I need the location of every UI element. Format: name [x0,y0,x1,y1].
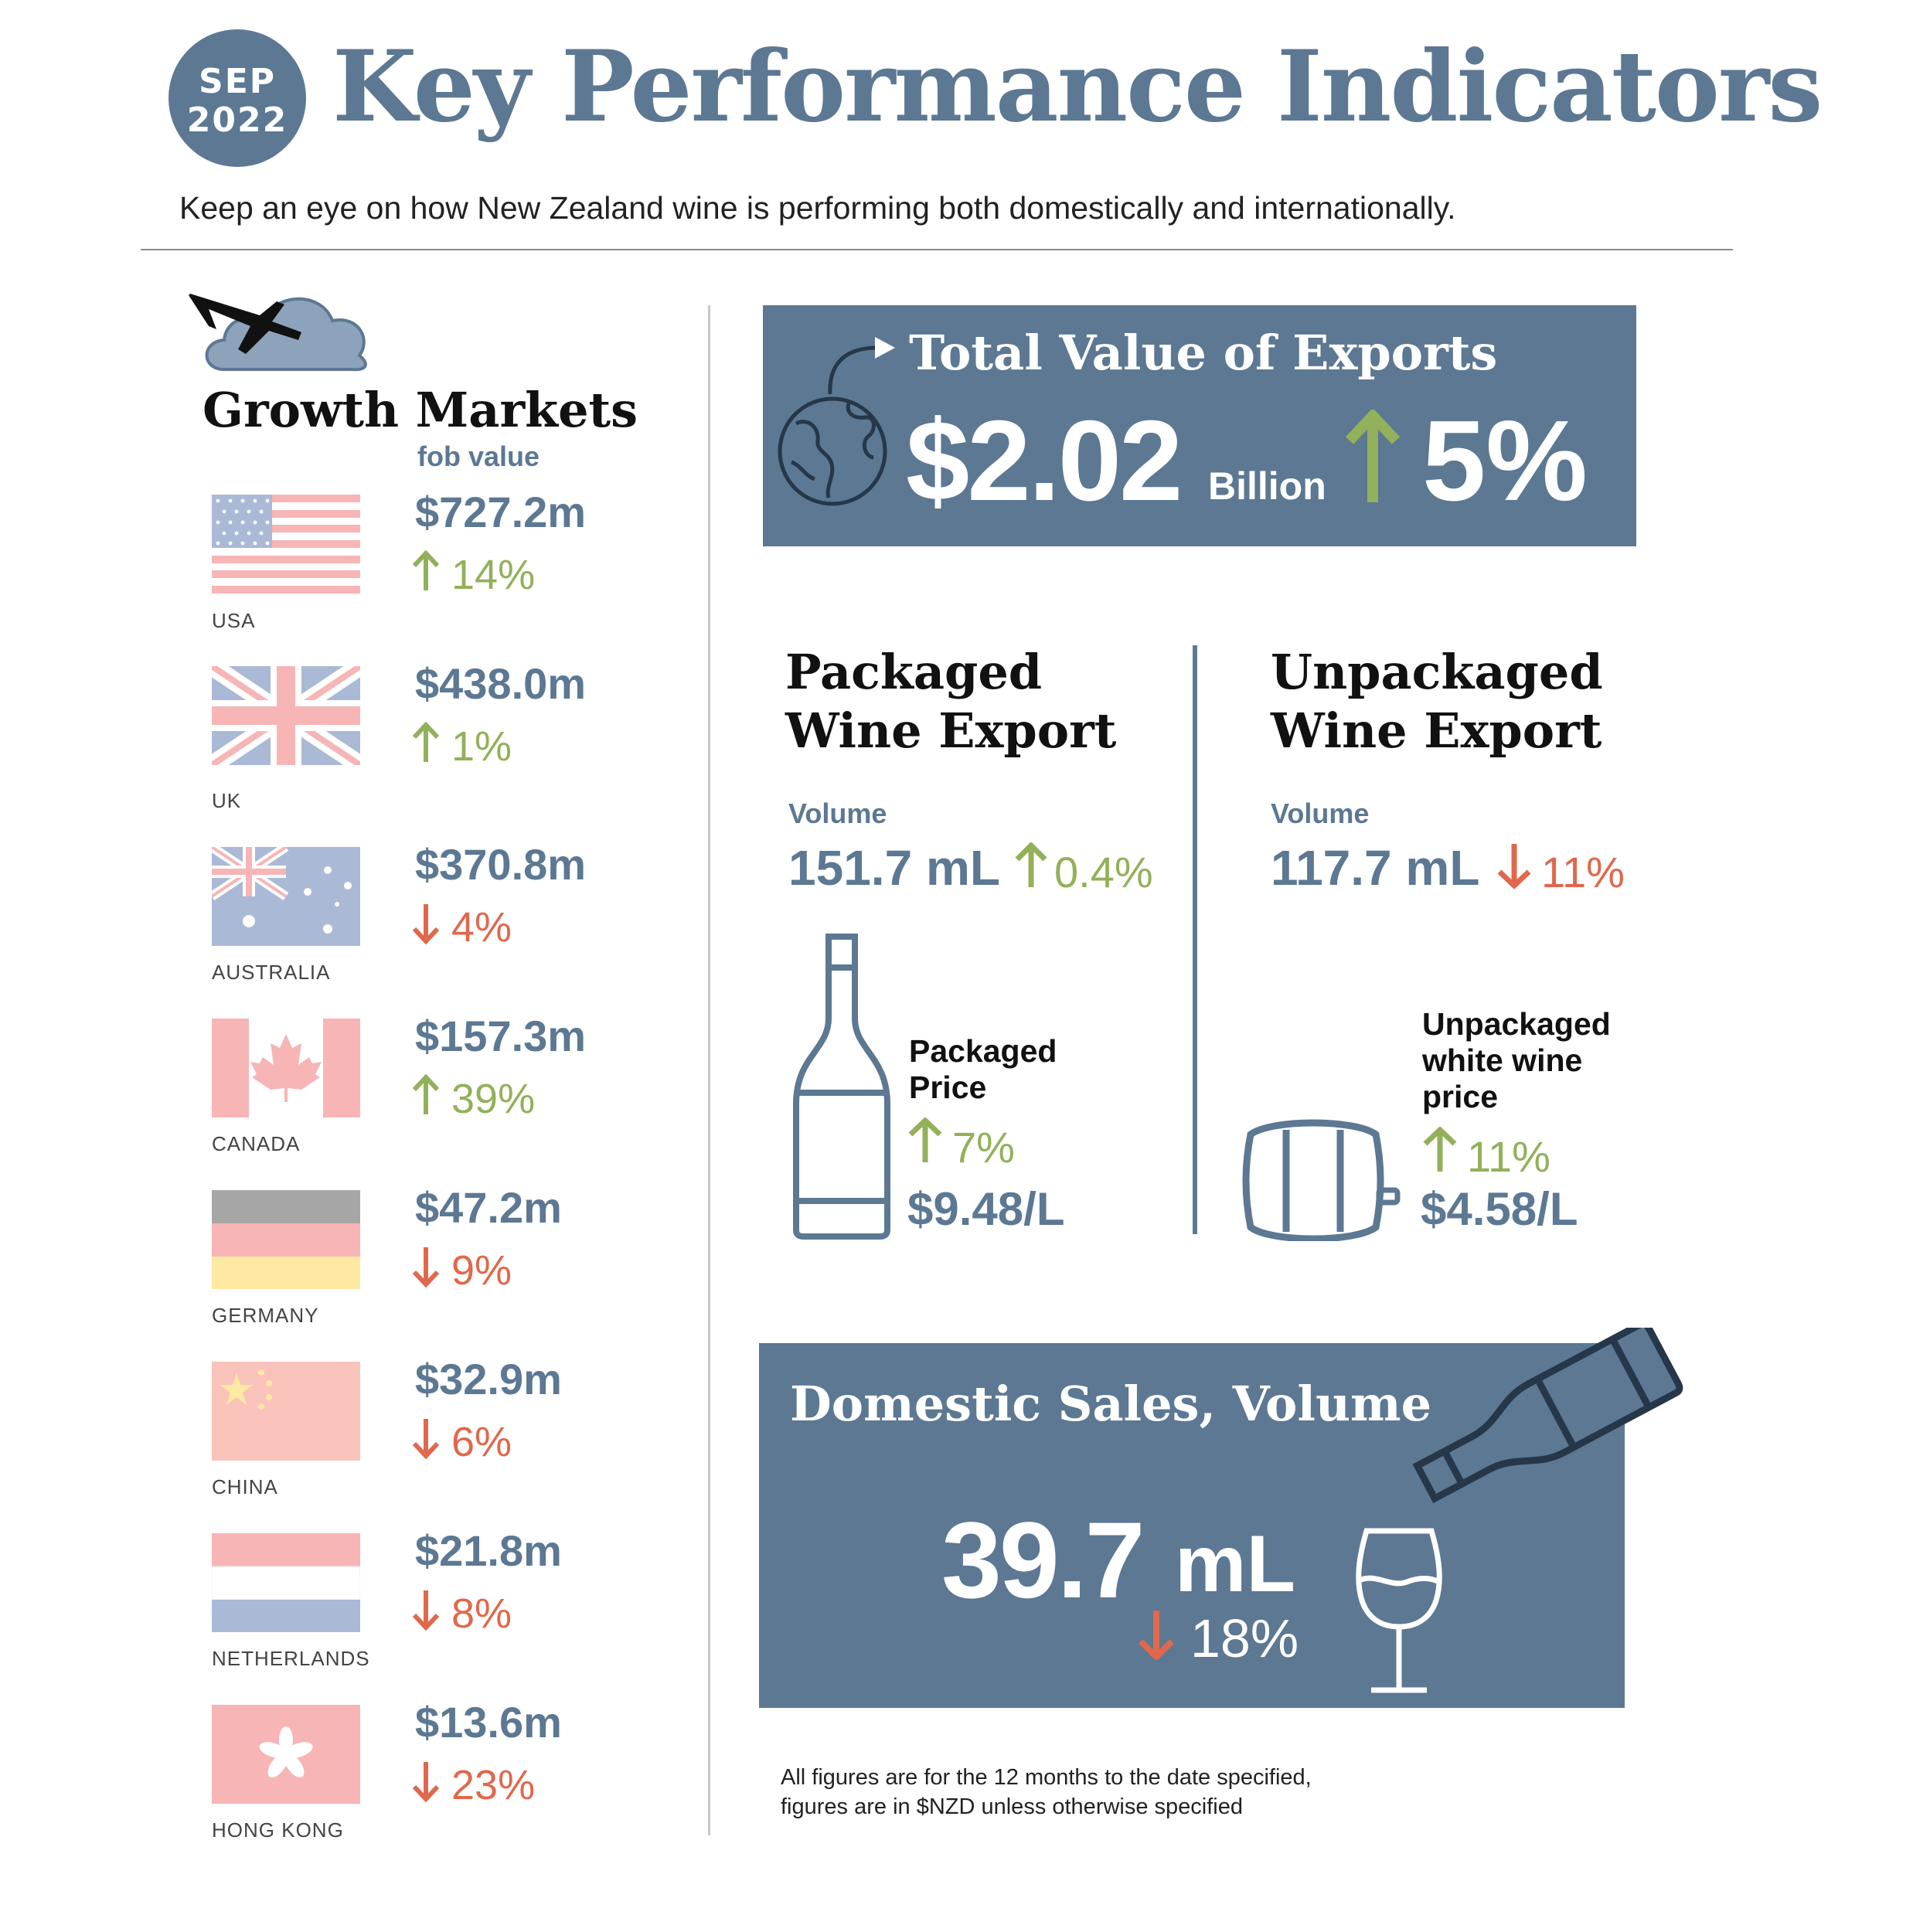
arrow-up-icon [908,1117,942,1162]
market-value-netherlands: $21.8m [415,1526,562,1575]
total-exports-title: Total Value of Exports [909,325,1498,381]
domestic-sales-panel [759,1343,1625,1708]
country-label-netherlands: NETHERLANDS [212,1647,370,1670]
china-flag [212,1362,360,1461]
australia-flag [212,847,360,946]
market-change-germany: 9% [411,1246,512,1294]
packaged-title-line1: Packaged [785,644,1043,700]
country-label-germany: GERMANY [212,1304,319,1327]
page-title: Key Performance Indicators [332,29,1823,144]
export-divider [1193,645,1197,1234]
curved-arrow-icon [828,337,895,395]
unpackaged-price-change: 11% [1421,1126,1550,1182]
arrow-up-icon [1345,410,1401,502]
arrow-down-icon [412,1419,440,1460]
unpackaged-price: $4.58/L [1421,1183,1578,1235]
unpackaged-title-line1: Unpackaged [1271,644,1603,700]
badge-year: 2022 [186,100,288,140]
unpackaged-volume-label: Volume [1271,798,1370,829]
globe-icon [778,337,895,506]
market-change-canada: 39% [411,1073,535,1123]
unpackaged-price-label-line2: white wine [1422,1043,1583,1078]
market-value-germany: $47.2m [415,1183,562,1232]
canada-flag [212,1019,360,1117]
market-change-hong-kong: 23% [411,1760,535,1809]
market-value-usa: $727.2m [415,488,587,536]
header-divider [141,249,1733,250]
arrow-down-icon [1139,1611,1174,1662]
packaged-title-line2: Wine Export [785,702,1117,759]
footnote-line2: figures are in $NZD unless otherwise spe… [781,1794,1243,1819]
domestic-sales-unit: mL [1175,1519,1295,1609]
market-change-usa: 14% [411,549,535,599]
wine-bottle-icon [793,934,890,1240]
arrow-up-icon [412,549,440,590]
country-label-hong-kong: HONG KONG [212,1818,344,1842]
market-value-canada: $157.3m [415,1012,587,1060]
country-label-usa: USA [212,609,256,632]
barrel-icon [1242,1119,1401,1241]
packaged-price-label-line2: Price [909,1070,987,1105]
unpackaged-price-label-line3: price [1422,1079,1498,1114]
unpackaged-title-line2: Wine Export [1271,702,1602,759]
packaged-volume-change: 0.4% [1013,842,1153,897]
domestic-sales-change: 18% [1136,1607,1299,1669]
arrow-up-icon [1015,842,1047,887]
country-label-china: CHINA [212,1475,278,1498]
total-exports-value: $2.02 [906,397,1183,525]
netherlands-flag [212,1533,360,1632]
unpackaged-volume: 117.7 mL [1271,840,1480,896]
arrow-down-icon [412,904,440,945]
market-value-hong-kong: $13.6m [415,1698,562,1747]
packaged-volume-label: Volume [788,798,887,829]
wine-glass-icon [1356,1528,1442,1693]
germany-flag [212,1190,360,1289]
market-change-australia: 4% [411,903,512,951]
column-divider [708,305,710,1835]
country-label-uk: UK [212,789,242,812]
arrow-down-icon [412,1247,440,1288]
growth-markets-subtitle: fob value [417,440,540,472]
arrow-down-icon [1497,844,1531,889]
pouring-bottle-icon [1412,1328,1683,1504]
growth-markets-title: Growth Markets [203,382,638,438]
market-change-uk: 1% [411,721,512,770]
page-subtitle: Keep an eye on how New Zealand wine is p… [179,190,1456,226]
unpackaged-volume-change: 11% [1495,842,1625,897]
arrow-down-icon [412,1762,440,1803]
packaged-price-change: 7% [906,1117,1015,1172]
packaged-price: $9.48/L [907,1183,1065,1235]
airplane-cloud-icon [189,294,367,372]
domestic-sales-title: Domestic Sales, Volume [790,1376,1432,1432]
badge-month: SEP [199,62,276,101]
market-change-china: 6% [411,1417,512,1466]
arrow-up-icon [412,1073,440,1114]
total-exports-change: 5% [1422,397,1588,525]
country-label-australia: AUSTRALIA [212,961,331,984]
market-change-netherlands: 8% [411,1589,512,1638]
footnote-line1: All figures are for the 12 months to the… [781,1765,1312,1790]
unpackaged-price-label-line1: Unpackaged [1422,1006,1611,1042]
country-label-canada: CANADA [212,1132,301,1155]
arrow-down-icon [412,1590,440,1631]
date-badge: SEP 2022 [168,29,306,167]
market-value-australia: $370.8m [415,840,587,889]
arrow-up-icon [412,721,440,762]
market-value-china: $32.9m [415,1355,562,1403]
uk-flag [212,666,360,765]
packaged-volume: 151.7 mL [788,840,1000,896]
total-exports-unit: Billion [1208,464,1326,508]
market-value-uk: $438.0m [415,659,587,708]
usa-flag [212,495,360,594]
hong-kong-flag [212,1705,360,1804]
packaged-price-label-line1: Packaged [909,1033,1057,1069]
airplane-icon [189,294,301,354]
domestic-sales-value: 39.7 [941,1499,1145,1621]
arrow-up-icon [1423,1126,1457,1172]
total-exports-panel [763,305,1636,546]
